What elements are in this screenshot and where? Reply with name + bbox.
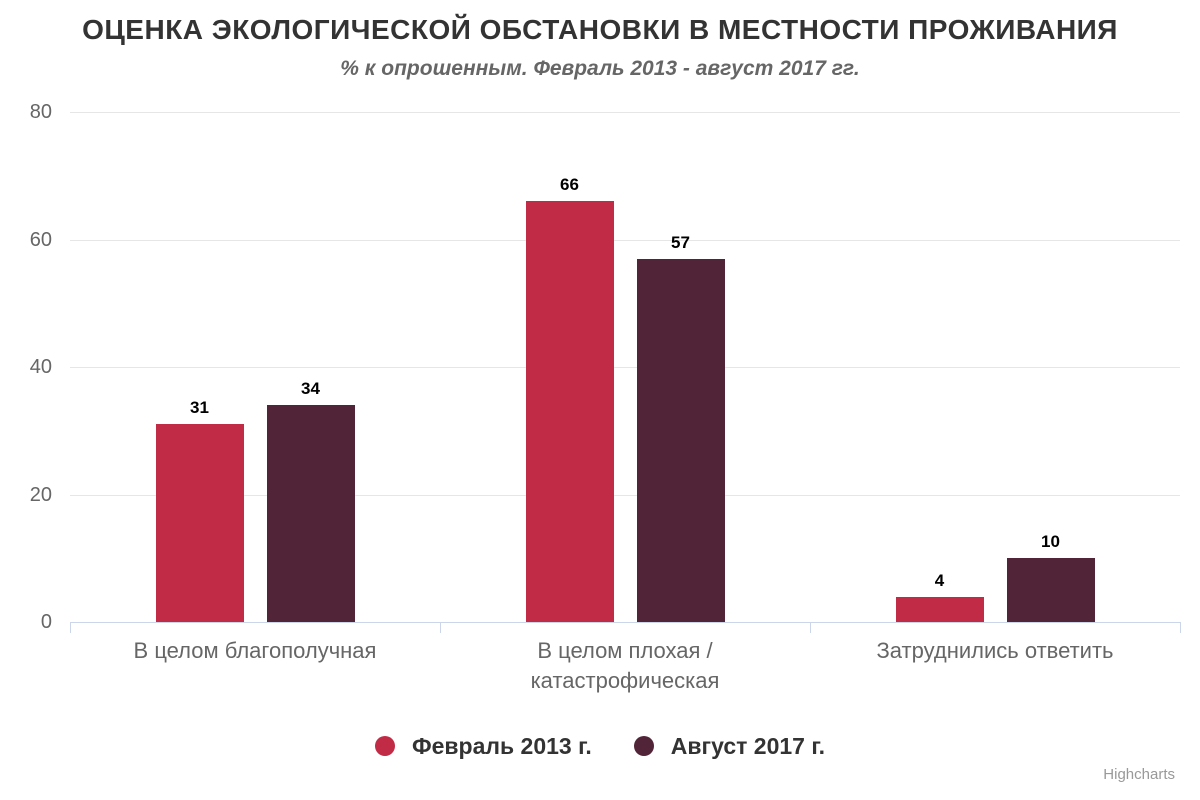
- x-axis-category-label-line: В целом благополучная: [133, 638, 377, 663]
- chart-subtitle: % к опрошенным. Февраль 2013 - август 20…: [340, 57, 860, 80]
- data-label: 31: [190, 398, 209, 418]
- x-axis-tick: [1180, 622, 1181, 633]
- gridline: [70, 367, 1180, 368]
- legend-item-series2[interactable]: Август 2017 г.: [633, 732, 825, 760]
- y-axis-label: 20: [29, 483, 52, 506]
- bar-series1-cat2[interactable]: [525, 201, 614, 622]
- legend-item-label: Август 2017 г.: [670, 732, 825, 759]
- legend-marker-circle-icon: [375, 736, 395, 756]
- chart-title: ОЦЕНКА ЭКОЛОГИЧЕСКОЙ ОБСТАНОВКИ В МЕСТНО…: [82, 14, 1118, 45]
- gridline: [70, 239, 1180, 241]
- data-label: 4: [934, 570, 945, 590]
- y-axis-label: 40: [29, 356, 52, 378]
- legend-marker-circle-icon: [633, 736, 654, 756]
- x-axis-tick: [810, 622, 811, 633]
- y-axis-label: 60: [29, 228, 52, 251]
- bar-series1-cat1[interactable]: [155, 424, 244, 622]
- y-axis-label: 0: [40, 611, 52, 633]
- x-axis-line: [70, 622, 1180, 623]
- data-label: 66: [560, 175, 579, 195]
- legend: Февраль 2013 г. Август 2017 г.: [0, 726, 1200, 766]
- legend-item-series1[interactable]: Февраль 2013 г.: [375, 733, 592, 760]
- bar-series2-cat3[interactable]: [1006, 558, 1095, 622]
- data-label: 34: [301, 379, 320, 399]
- data-label: 10: [1041, 532, 1060, 552]
- bar-series2-cat1[interactable]: [266, 405, 355, 622]
- highcharts-credit[interactable]: Highcharts: [1103, 766, 1175, 783]
- bar-series1-cat3[interactable]: [895, 596, 984, 622]
- x-axis-tick: [440, 622, 441, 633]
- legend-item-label: Февраль 2013 г.: [412, 732, 592, 759]
- gridline: [70, 112, 1180, 113]
- x-axis-category-label-line: Затруднились ответить: [876, 638, 1114, 663]
- x-axis-category-label: Затруднились ответить: [815, 636, 1175, 666]
- x-axis-category-label: В целом плохая / катастрофическая: [445, 636, 805, 696]
- x-axis-category-label: В целом благополучная: [75, 636, 435, 666]
- gridline: [70, 494, 1180, 496]
- data-label: 57: [671, 232, 690, 252]
- x-axis-category-label-line: В целом плохая /: [537, 638, 713, 663]
- bar-series2-cat2[interactable]: [636, 258, 725, 622]
- x-axis-tick: [70, 622, 71, 633]
- y-axis-label: 80: [29, 101, 52, 123]
- x-axis-category-label-line: катастрофическая: [530, 668, 720, 693]
